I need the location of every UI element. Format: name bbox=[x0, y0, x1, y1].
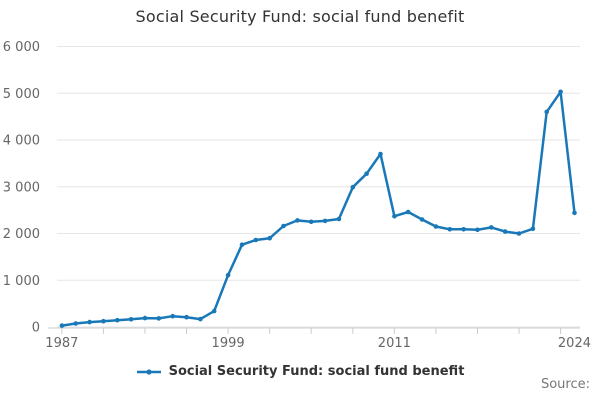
data-point-marker bbox=[281, 223, 286, 229]
y-axis-tick-label: 1 000 bbox=[3, 274, 40, 289]
data-point-marker bbox=[364, 171, 369, 176]
data-point-marker bbox=[475, 227, 480, 233]
x-axis-tick-label: 2011 bbox=[378, 336, 411, 351]
data-point-marker bbox=[156, 316, 162, 321]
data-point-marker bbox=[253, 237, 259, 243]
data-point-marker bbox=[530, 226, 536, 232]
x-axis-tick-label: 1999 bbox=[212, 336, 245, 351]
data-point-marker bbox=[502, 229, 508, 234]
data-point-marker bbox=[295, 218, 300, 223]
data-point-marker bbox=[211, 308, 217, 314]
legend-series-marker-icon bbox=[136, 368, 161, 375]
chart-canvas: 0 1 000 2 000 3 000 4 000 5 000 6 000 1987 1999 2… bbox=[3, 40, 591, 351]
data-point-marker bbox=[142, 315, 148, 321]
data-point-marker bbox=[544, 109, 549, 115]
legend-label: Social Security Fund: social fund benefi… bbox=[168, 364, 465, 379]
data-point-marker bbox=[308, 219, 314, 225]
data-point-marker bbox=[101, 318, 106, 324]
x-axis-tick-label: 1987 bbox=[45, 336, 78, 351]
data-point-marker bbox=[184, 314, 189, 320]
y-axis-tick-label: 6 000 bbox=[3, 40, 40, 55]
data-point-marker bbox=[225, 272, 231, 278]
data-point-marker bbox=[336, 216, 342, 222]
data-point-marker bbox=[73, 321, 78, 326]
data-point-marker bbox=[392, 213, 397, 219]
series-line bbox=[60, 90, 576, 327]
x-axis-tick-label: 2024 bbox=[558, 336, 591, 351]
source-label: Source: bbox=[540, 377, 590, 392]
data-point-marker bbox=[115, 317, 120, 323]
y-axis-tick-label: 4 000 bbox=[3, 134, 40, 149]
y-axis-tick-label: 2 000 bbox=[3, 227, 40, 242]
data-point-marker bbox=[489, 225, 494, 230]
y-axis-tick-label: 3 000 bbox=[3, 180, 40, 195]
data-point-marker bbox=[461, 227, 466, 232]
data-point-marker bbox=[378, 151, 383, 157]
data-point-marker bbox=[419, 217, 425, 222]
data-point-marker bbox=[267, 235, 273, 241]
data-point-marker bbox=[239, 242, 245, 247]
data-point-marker bbox=[516, 231, 522, 236]
chart-title: Social Security Fund: social fund benefi… bbox=[135, 7, 465, 26]
data-point-marker bbox=[322, 218, 328, 224]
data-point-marker bbox=[128, 317, 134, 322]
data-point-marker bbox=[170, 313, 175, 319]
data-point-marker bbox=[405, 209, 411, 215]
data-point-marker bbox=[433, 224, 439, 229]
y-axis-tick-label: 5 000 bbox=[3, 87, 40, 102]
y-axis-tick-label: 0 bbox=[32, 321, 40, 336]
data-point-marker bbox=[198, 316, 203, 322]
data-point-marker bbox=[87, 319, 92, 325]
data-point-marker bbox=[59, 323, 65, 328]
data-point-marker bbox=[350, 184, 356, 190]
data-point-marker bbox=[572, 210, 577, 216]
data-point-marker bbox=[558, 89, 563, 95]
data-point-marker bbox=[447, 227, 453, 232]
legend-item[interactable]: Social Security Fund: social fund benefi… bbox=[0, 364, 600, 379]
